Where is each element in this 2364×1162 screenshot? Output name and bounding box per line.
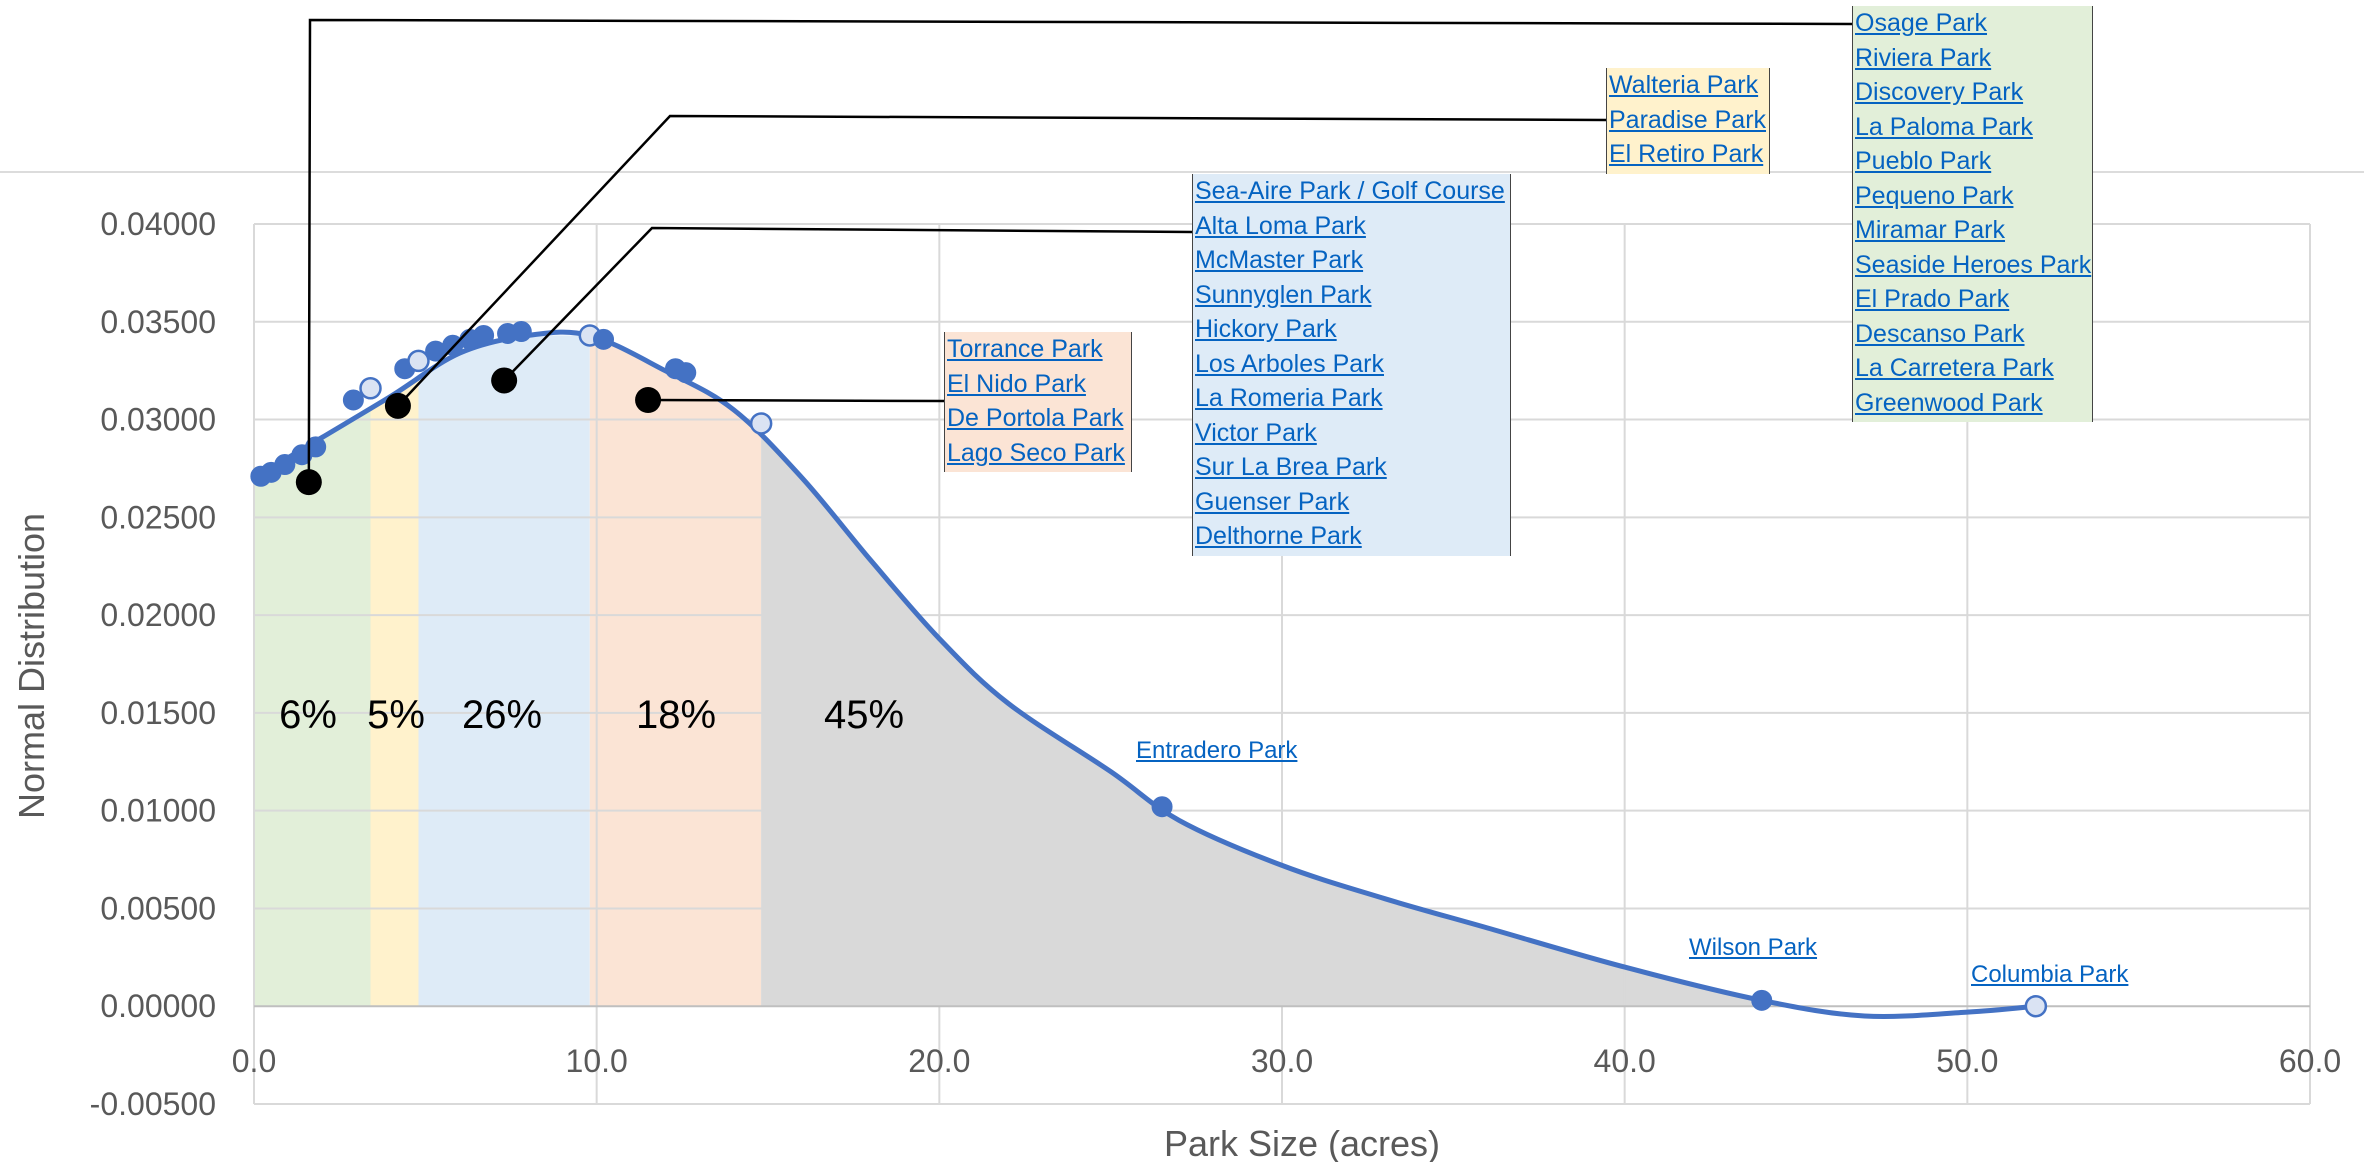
leader-line-2 bbox=[503, 226, 1193, 382]
percent-label-0: 6% bbox=[279, 693, 337, 737]
park-link[interactable]: El Retiro Park bbox=[1609, 140, 1764, 168]
percent-label-2: 26% bbox=[462, 693, 542, 737]
park-link[interactable]: McMaster Park bbox=[1195, 246, 1364, 274]
data-point-4 bbox=[305, 436, 327, 458]
park-link[interactable]: Alta Loma Park bbox=[1195, 211, 1366, 240]
y-tick-label: 0.00500 bbox=[100, 890, 216, 926]
x-tick-label: 30.0 bbox=[1251, 1043, 1313, 1079]
region-0 bbox=[254, 408, 371, 1007]
park-link[interactable]: Seaside Heroes Park bbox=[1855, 250, 2092, 279]
point-label-wilson[interactable]: Wilson Park bbox=[1689, 934, 1818, 961]
park-link[interactable]: Miramar Park bbox=[1855, 216, 2006, 244]
x-tick-label: 0.0 bbox=[232, 1043, 276, 1079]
leader-line-1 bbox=[397, 114, 1607, 407]
y-tick-label: 0.01000 bbox=[100, 793, 216, 829]
data-point-8 bbox=[407, 349, 430, 373]
x-tick-label: 20.0 bbox=[908, 1043, 970, 1079]
callout-box-green: Osage Park Riviera Park Discovery Park La P… bbox=[1852, 6, 2093, 422]
data-point-16 bbox=[593, 328, 615, 350]
data-point-5 bbox=[342, 389, 364, 411]
park-link[interactable]: Pueblo Park bbox=[1855, 147, 1992, 175]
park-link[interactable]: Victor Park bbox=[1195, 418, 1317, 447]
park-link[interactable]: Descanso Park bbox=[1855, 319, 2025, 348]
park-link[interactable]: Delthorne Park bbox=[1195, 522, 1362, 550]
park-link[interactable]: Sur La Brea Park bbox=[1195, 453, 1387, 481]
percent-label-3: 18% bbox=[636, 693, 716, 737]
x-tick-label: 10.0 bbox=[566, 1043, 628, 1079]
y-tick-label: 0.02500 bbox=[100, 499, 216, 535]
percent-label-1: 5% bbox=[367, 693, 425, 737]
park-link[interactable]: El Prado Park bbox=[1855, 285, 2010, 313]
park-link[interactable]: Greenwood Park bbox=[1855, 388, 2043, 417]
park-link[interactable]: Lago Seco Park bbox=[947, 438, 1125, 467]
data-point-19 bbox=[749, 412, 773, 435]
point-label-entradero[interactable]: Entradero Park bbox=[1136, 737, 1298, 764]
park-link[interactable]: Torrance Park bbox=[947, 335, 1103, 363]
callout-marker-1 bbox=[384, 392, 411, 419]
park-link[interactable]: Osage Park bbox=[1855, 9, 1988, 37]
park-link[interactable]: De Portola Park bbox=[947, 404, 1124, 432]
callout-box-yellow: Walteria Park Paradise Park El Retiro Park bbox=[1606, 68, 1770, 174]
y-tick-label: 0.03500 bbox=[100, 304, 216, 340]
data-point-12 bbox=[473, 324, 495, 346]
point-label-columbia[interactable]: Columbia Park bbox=[1971, 961, 2129, 988]
axis-tick-labels: 0.04000 0.03500 0.03000 0.02500 0.02000 0.015… bbox=[90, 206, 2341, 1122]
percent-label-4: 45% bbox=[824, 693, 904, 737]
callout-marker-3 bbox=[635, 387, 662, 413]
park-link[interactable]: Discovery Park bbox=[1855, 78, 2024, 106]
park-link[interactable]: Guenser Park bbox=[1195, 487, 1350, 516]
x-tick-label: 40.0 bbox=[1594, 1043, 1656, 1079]
park-link[interactable]: La Carretera Park bbox=[1855, 354, 2054, 382]
shaded-regions bbox=[254, 335, 1762, 1007]
y-tick-label: 0.00000 bbox=[100, 988, 216, 1024]
park-link[interactable]: Riviera Park bbox=[1855, 43, 1992, 72]
park-link[interactable]: Sunnyglen Park bbox=[1195, 280, 1372, 309]
park-link[interactable]: Paradise Park bbox=[1609, 105, 1767, 134]
region-1 bbox=[370, 378, 419, 1007]
region-2 bbox=[418, 335, 590, 1007]
data-point-18 bbox=[675, 362, 697, 384]
data-point-2 bbox=[274, 454, 296, 476]
park-link[interactable]: Sea-Aire Park / Golf Course bbox=[1195, 177, 1505, 205]
park-link[interactable]: La Romeria Park bbox=[1195, 384, 1383, 412]
y-axis-title: Normal Distribution bbox=[11, 513, 52, 819]
leader-line-0 bbox=[307, 18, 1853, 483]
park-link[interactable]: Pequeno Park bbox=[1855, 181, 2014, 210]
region-4 bbox=[761, 437, 1762, 1007]
y-tick-label: 0.01500 bbox=[100, 695, 216, 731]
percent-labels: 6% 5% 26% 18% 45% bbox=[279, 693, 904, 737]
data-point-21 bbox=[1751, 989, 1773, 1011]
callout-marker-2 bbox=[491, 367, 518, 394]
x-tick-label: 60.0 bbox=[2279, 1043, 2341, 1079]
data-point-6 bbox=[359, 377, 382, 400]
y-tick-label: 0.04000 bbox=[100, 206, 216, 242]
park-link[interactable]: Los Arboles Park bbox=[1195, 349, 1384, 378]
y-tick-label: 0.02000 bbox=[100, 597, 216, 633]
x-tick-label: 50.0 bbox=[1936, 1043, 1998, 1079]
data-point-20 bbox=[1151, 796, 1173, 818]
y-tick-label: 0.03000 bbox=[100, 402, 216, 438]
callout-box-blue: Sea-Aire Park / Golf Course Alta Loma Par… bbox=[1192, 174, 1511, 556]
callout-marker-0 bbox=[295, 469, 322, 496]
callout-box-orange: Torrance Park El Nido Park De Portola Park… bbox=[944, 332, 1132, 472]
x-axis-title: Park Size (acres) bbox=[1164, 1123, 1440, 1162]
park-link[interactable]: El Nido Park bbox=[947, 369, 1086, 398]
leader-lines bbox=[295, 18, 1853, 496]
y-tick-label: -0.00500 bbox=[90, 1086, 216, 1122]
park-link[interactable]: La Paloma Park bbox=[1855, 112, 2033, 141]
region-3 bbox=[589, 335, 762, 1007]
park-link[interactable]: Hickory Park bbox=[1195, 315, 1337, 343]
data-point-22 bbox=[2024, 994, 2048, 1018]
park-link[interactable]: Walteria Park bbox=[1609, 71, 1759, 99]
leader-line-3 bbox=[648, 398, 945, 403]
data-point-14 bbox=[510, 321, 532, 343]
